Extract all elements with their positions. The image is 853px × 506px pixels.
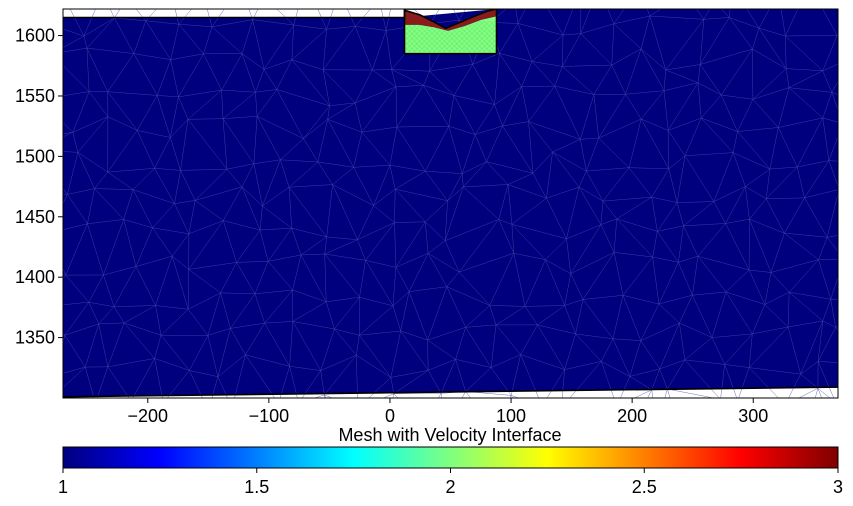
- y-tick-label: 1400: [15, 267, 55, 287]
- x-tick-label: 0: [385, 406, 395, 426]
- plot-frame: [62, 8, 839, 399]
- x-tick-label: 200: [617, 406, 647, 426]
- velocity-region-high: [404, 9, 497, 31]
- colorbar-tick-label: 2.5: [632, 477, 657, 497]
- colorbar-tick-label: 2: [445, 477, 455, 497]
- y-tick-label: 1600: [15, 26, 55, 46]
- colorbar-ticks: 1 1.5 2 2.5 3: [58, 468, 843, 497]
- y-tick-label: 1550: [15, 86, 55, 106]
- x-tick-label: 100: [496, 406, 526, 426]
- embedded-block-outline: [403, 9, 498, 55]
- colorbar-tick-label: 1.5: [244, 477, 269, 497]
- x-tick-label: −100: [249, 406, 290, 426]
- y-tick-label: 1350: [15, 328, 55, 348]
- model-bottom-outline: [63, 386, 838, 398]
- y-axis: 1350 1400 1450 1500 1550 1600: [15, 26, 63, 348]
- colorbar-label: Mesh with Velocity Interface: [338, 425, 561, 445]
- x-tick-label: 300: [738, 406, 768, 426]
- x-axis: −200 −100 0 100 200 300: [127, 398, 768, 426]
- colorbar: [62, 446, 839, 469]
- plot-area: [63, 9, 838, 398]
- y-tick-label: 1500: [15, 146, 55, 166]
- x-tick-label: −200: [127, 406, 168, 426]
- y-tick-label: 1450: [15, 207, 55, 227]
- colorbar-tick-label: 3: [833, 477, 843, 497]
- colorbar-tick-label: 1: [58, 477, 68, 497]
